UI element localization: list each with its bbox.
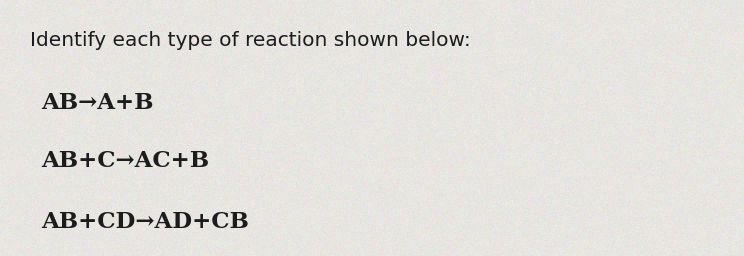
Text: AB+C→AC+B: AB+C→AC+B bbox=[41, 150, 209, 172]
Text: Identify each type of reaction shown below:: Identify each type of reaction shown bel… bbox=[30, 31, 470, 50]
Text: AB+CD→AD+CB: AB+CD→AD+CB bbox=[41, 211, 248, 233]
Text: AB→A+B: AB→A+B bbox=[41, 92, 153, 114]
